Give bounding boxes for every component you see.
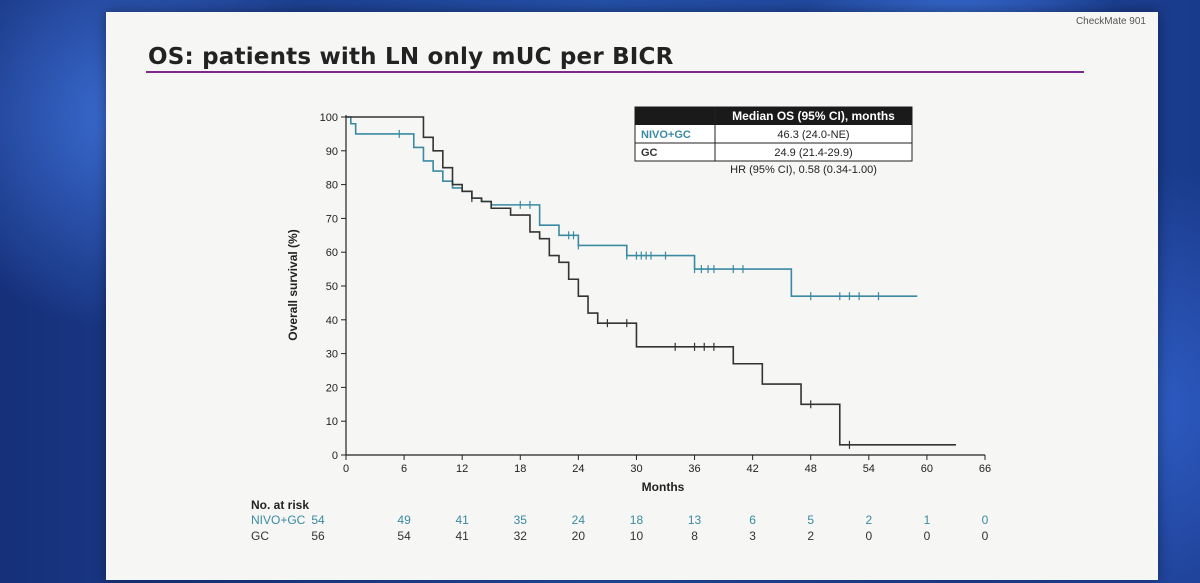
- table-row-label: NIVO+GC: [641, 129, 691, 141]
- x-tick-label: 42: [747, 463, 759, 475]
- y-tick-label: 70: [326, 213, 338, 225]
- risk-value: 3: [749, 529, 756, 543]
- risk-value: 5: [807, 513, 814, 527]
- y-tick-label: 60: [326, 247, 338, 259]
- risk-value: 54: [311, 513, 325, 527]
- risk-value: 54: [397, 529, 411, 543]
- risk-value: 35: [514, 513, 528, 527]
- risk-value: 41: [456, 513, 470, 527]
- x-tick-label: 18: [514, 463, 526, 475]
- table-corner: [635, 107, 715, 125]
- title-divider: [146, 71, 1084, 73]
- km-curve-gc: [346, 116, 956, 446]
- risk-value: 8: [691, 529, 698, 543]
- y-tick-label: 90: [326, 146, 338, 158]
- risk-table-title: No. at risk: [251, 498, 309, 512]
- x-tick-label: 6: [401, 463, 407, 475]
- risk-row-label: NIVO+GC: [251, 513, 306, 527]
- table-row-value: 24.9 (21.4-29.9): [774, 147, 852, 159]
- risk-value: 20: [572, 529, 586, 543]
- risk-row-label: GC: [251, 529, 269, 543]
- slide-title: OS: patients with LN only mUC per BICR: [148, 44, 674, 70]
- risk-value: 18: [630, 513, 644, 527]
- table-header-bg: [715, 107, 912, 125]
- y-tick-label: 80: [326, 180, 338, 192]
- x-axis-label: Months: [642, 480, 685, 494]
- risk-value: 32: [514, 529, 528, 543]
- risk-value: 6: [749, 513, 756, 527]
- x-tick-label: 60: [921, 463, 933, 475]
- risk-value: 0: [865, 529, 872, 543]
- risk-value: 0: [982, 529, 989, 543]
- x-tick-label: 12: [456, 463, 468, 475]
- y-tick-label: 100: [320, 112, 338, 124]
- median-os-table: Median OS (95% CI), months NIVO+GC 46.3 (2…: [634, 106, 913, 176]
- y-tick-label: 50: [326, 281, 338, 293]
- x-tick-label: 48: [805, 463, 817, 475]
- y-tick-label: 20: [326, 382, 338, 394]
- x-tick-label: 66: [979, 463, 991, 475]
- risk-value: 0: [924, 529, 931, 543]
- risk-value: 0: [982, 513, 989, 527]
- table-row-value: 46.3 (24.0-NE): [777, 129, 849, 141]
- risk-value: 49: [397, 513, 411, 527]
- risk-value: 2: [807, 529, 814, 543]
- chart-axes: 0 10 20 30 40 50 60 70 80 90 100 0 6 12 18 24 30 36 42 48 54…: [320, 112, 991, 475]
- y-tick-label: 30: [326, 349, 338, 361]
- x-tick-label: 30: [630, 463, 642, 475]
- risk-value: 10: [630, 529, 644, 543]
- brand-label: CheckMate 901: [1075, 16, 1146, 27]
- y-tick-label: 0: [332, 450, 338, 462]
- risk-value: 41: [456, 529, 470, 543]
- x-tick-label: 24: [572, 463, 584, 475]
- risk-value: 56: [311, 529, 325, 543]
- risk-value: 1: [924, 513, 931, 527]
- series-layer: [346, 116, 956, 449]
- y-tick-label: 40: [326, 315, 338, 327]
- risk-value: 2: [865, 513, 872, 527]
- table-row-label: GC: [641, 147, 658, 159]
- risk-value: 24: [572, 513, 586, 527]
- x-tick-label: 36: [688, 463, 700, 475]
- hazard-ratio: HR (95% CI), 0.58 (0.34-1.00): [730, 164, 877, 176]
- y-axis-label: Overall survival (%): [286, 229, 300, 340]
- x-tick-label: 0: [343, 463, 349, 475]
- x-tick-label: 54: [863, 463, 875, 475]
- table-header: Median OS (95% CI), months: [732, 109, 895, 123]
- y-tick-label: 10: [326, 416, 338, 428]
- slide: CheckMate 901 OS: patients with LN only …: [106, 12, 1158, 580]
- risk-value: 13: [688, 513, 702, 527]
